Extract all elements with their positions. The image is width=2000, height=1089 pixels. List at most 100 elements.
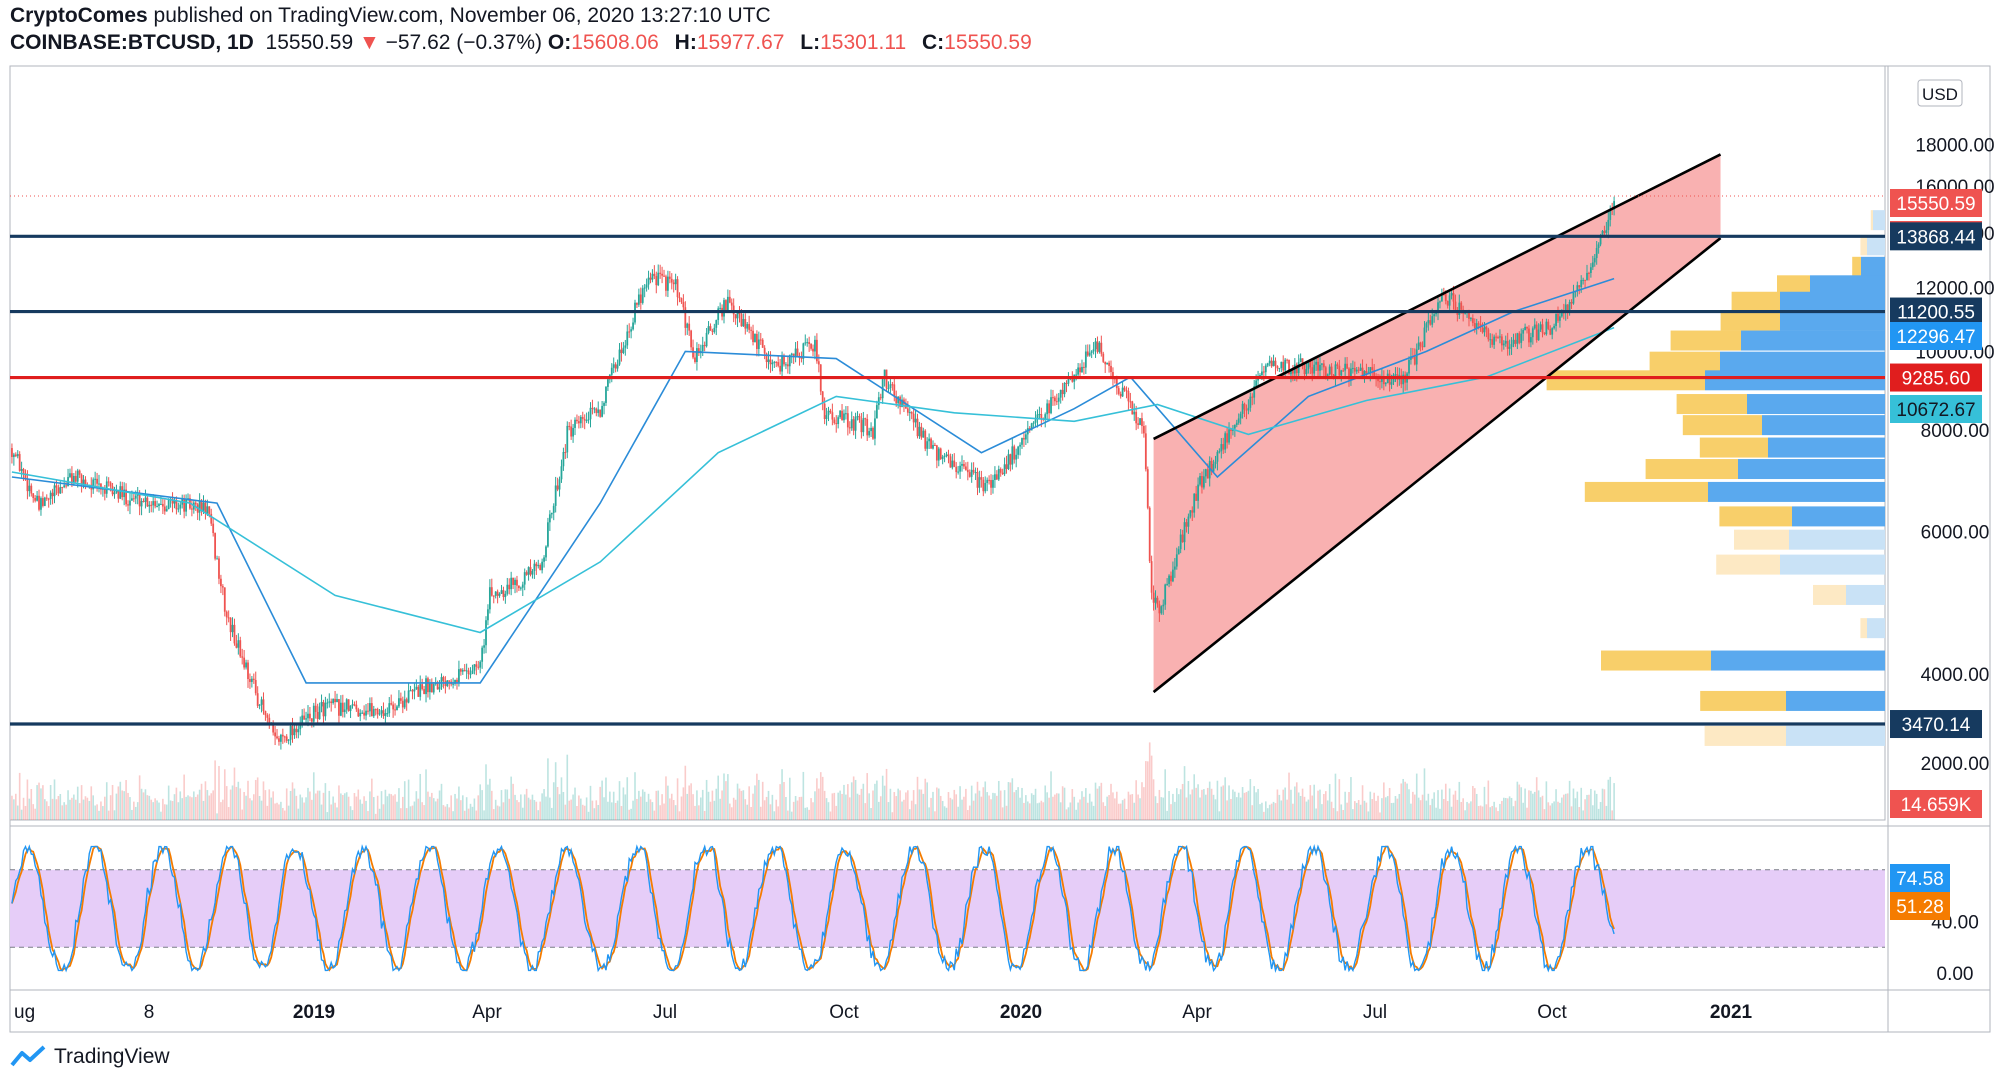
volume-bar — [26, 779, 29, 820]
volume-bar — [382, 804, 385, 820]
volume-bar — [819, 772, 822, 820]
volume-bar — [1272, 801, 1275, 820]
tradingview-brand[interactable]: TradingView — [10, 1045, 170, 1069]
candle-body — [500, 590, 503, 594]
volume-bar — [260, 800, 263, 820]
volume-bar — [1038, 802, 1041, 820]
volume-bar — [878, 801, 880, 820]
volume-bar — [1423, 768, 1426, 820]
candle-body — [875, 405, 878, 419]
volume-bar — [73, 794, 75, 820]
volume-bar — [283, 810, 286, 820]
candle-body — [1075, 374, 1078, 376]
candle-body — [786, 364, 789, 367]
candle-body — [1057, 397, 1060, 402]
candle-body — [560, 466, 563, 480]
vp-down-bar — [1584, 481, 1708, 502]
candle-body — [728, 296, 731, 303]
candle-body — [545, 546, 547, 558]
candle-body — [310, 718, 313, 722]
candle-body — [390, 703, 393, 705]
volume-bar — [1601, 788, 1604, 820]
candle-body — [636, 302, 638, 305]
price-chart[interactable]: 18000.0016000.0014000.0012000.0010000.00… — [0, 0, 2000, 1040]
candle-body — [1237, 418, 1240, 423]
volume-bar — [71, 797, 73, 820]
volume-bar — [1315, 808, 1317, 820]
volume-bar — [1265, 801, 1267, 820]
candle-body — [365, 710, 367, 716]
candle-body — [1249, 396, 1252, 408]
volume-bar — [136, 802, 139, 820]
volume-bar — [340, 793, 342, 820]
candle-body — [1160, 606, 1163, 614]
candle-body — [1007, 454, 1010, 469]
volume-bar — [550, 807, 553, 820]
volume-bar — [84, 796, 87, 820]
candle-body — [668, 276, 671, 279]
volume-bar — [1394, 796, 1397, 820]
candle-body — [305, 718, 307, 720]
volume-bar — [1439, 808, 1441, 820]
candle-body — [1162, 604, 1165, 607]
symbol-name: COINBASE:BTCUSD, 1D — [10, 31, 254, 54]
volume-bar — [398, 788, 400, 820]
volume-bar — [837, 792, 839, 820]
volume-bar — [539, 801, 541, 820]
candle-body — [498, 593, 501, 596]
candle-body — [260, 699, 263, 705]
candle-body — [1516, 333, 1519, 344]
volume-bar — [1280, 800, 1283, 820]
volume-bar — [1050, 771, 1052, 820]
candle-body — [1350, 368, 1352, 380]
candle-body — [276, 736, 278, 739]
candle-body — [210, 513, 213, 524]
volume-bar — [686, 793, 689, 820]
candle-body — [666, 276, 669, 291]
candle-body — [1427, 320, 1430, 324]
high-label: H: — [674, 31, 697, 54]
volume-bar — [523, 794, 526, 820]
volume-bar — [1481, 806, 1484, 820]
candle-body — [18, 454, 21, 471]
candle-body — [233, 624, 236, 644]
volume-bar — [34, 808, 36, 820]
candle-body — [1208, 460, 1211, 479]
candle-body — [272, 723, 275, 733]
volume-bar — [1201, 789, 1203, 820]
candle-body — [1526, 326, 1528, 329]
volume-bar — [148, 795, 151, 820]
candle-body — [1584, 279, 1586, 281]
candle-body — [100, 483, 102, 490]
volume-bar — [241, 809, 243, 820]
volume-bar — [1557, 801, 1559, 820]
volume-bar — [773, 811, 776, 820]
volume-bar — [115, 793, 118, 820]
candle-body — [1607, 219, 1610, 230]
volume-bar — [1477, 806, 1480, 820]
candle-body — [711, 330, 714, 332]
candle-body — [626, 331, 629, 346]
candle-body — [1357, 369, 1360, 371]
volume-bar — [152, 802, 154, 820]
candle-body — [1278, 367, 1281, 369]
candle-body — [1048, 403, 1050, 414]
volume-bar — [723, 773, 725, 820]
candle-body — [1468, 311, 1470, 319]
volume-bar — [432, 798, 435, 820]
candle-body — [1123, 387, 1126, 391]
candle-body — [1220, 444, 1223, 452]
candle-body — [1044, 414, 1047, 420]
candle-body — [1023, 438, 1025, 440]
volume-bar — [423, 805, 425, 820]
volume-bar — [1205, 794, 1207, 820]
volume-bar — [229, 789, 232, 820]
volume-bar — [1266, 808, 1269, 820]
author-name[interactable]: CryptoComes — [10, 4, 148, 27]
volume-bar — [578, 795, 580, 820]
volume-bar — [1475, 793, 1478, 820]
volume-bar — [1003, 790, 1006, 820]
volume-bar — [790, 811, 793, 820]
candle-body — [1135, 411, 1138, 424]
candle-body — [1284, 359, 1287, 371]
